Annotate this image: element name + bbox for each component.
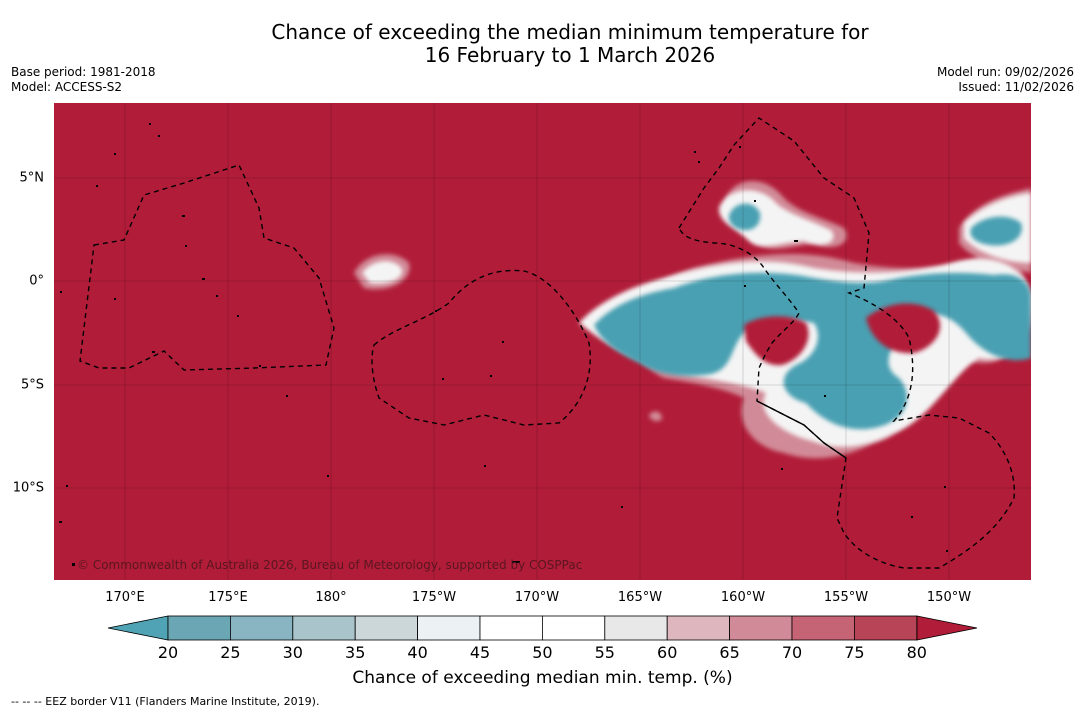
base-period: Base period: 1981-2018 [11,65,156,79]
colorbar-segment [479,615,543,641]
y-tick-label: 5°N [19,170,45,186]
probability-map [54,103,1031,580]
colorbar-low-extension [107,615,169,641]
islands [59,123,948,566]
x-tick-label: 170°E [105,590,145,605]
model-name: Model: ACCESS-S2 [11,80,123,94]
colorbar-tick-label: 40 [407,643,428,662]
colorbar-segment [729,615,793,641]
map-panel [54,103,1031,580]
eez-borders [79,117,1016,569]
colorbar-title: Chance of exceeding median min. temp. (%… [352,668,733,688]
model-run: Model run: 09/02/2026 [936,65,1074,79]
x-tick-label: 170°W [514,590,560,605]
colorbar-segment [666,615,731,641]
colorbar-segment [854,615,918,641]
colorbar-tick-label: 55 [594,643,615,662]
x-tick-label: 175°E [208,590,248,605]
colorbar-segment [541,615,606,641]
colorbar-segment [604,615,668,641]
colorbar-segment [354,615,418,641]
colorbar-tick-label: 50 [532,643,553,662]
colorbar-tick-label: 25 [220,643,241,662]
colorbar-tick-label: 80 [906,643,927,662]
colorbar-tick-label: 60 [657,643,678,662]
x-tick-label: 165°W [617,590,663,605]
colorbar-segment [230,615,294,641]
colorbar-tick-label: 65 [719,643,740,662]
x-tick-label: 160°W [720,590,766,605]
colorbar [106,614,980,646]
title-line-2: 16 February to 1 March 2026 [424,43,716,67]
colorbar-tick-label: 70 [781,643,803,662]
graticule [54,103,1031,580]
colorbar-segments [167,615,918,641]
title-line-1: Chance of exceeding the median minimum t… [271,20,869,44]
colorbar-segment [791,615,855,641]
y-tick-label: 10°S [12,480,44,496]
colorbar-high-extension [916,615,978,641]
y-tick-label: 0° [29,273,44,289]
issued-date: Issued: 11/02/2026 [958,80,1074,94]
x-tick-label: 180° [315,590,347,605]
colorbar-graphic [107,615,978,641]
eez-solid-segment [756,400,847,459]
colorbar-tick-label: 30 [282,643,303,662]
x-tick-label: 175°W [411,590,457,605]
x-tick-label: 155°W [823,590,869,605]
y-tick-label: 5°S [20,377,44,393]
colorbar-tick-label: 75 [844,643,865,662]
meta-left: Base period: 1981-2018 Model: ACCESS-S2 [11,65,156,95]
colorbar-segment [167,615,231,641]
meta-right: Model run: 09/02/2026 Issued: 11/02/2026 [937,65,1074,95]
colorbar-segment [417,615,481,641]
colorbar-tick-label: 20 [157,643,179,662]
x-tick-label: 150°W [926,590,972,605]
eez-footnote: -- -- -- EEZ border V11 (Flanders Marine… [11,695,320,708]
colorbar-tick-label: 45 [469,643,491,662]
map-title: Chance of exceeding the median minimum t… [100,21,1040,67]
colorbar-segment [292,615,356,641]
colorbar-tick-label: 35 [345,643,366,662]
copyright-text: © Commonwealth of Australia 2026, Bureau… [77,558,583,572]
